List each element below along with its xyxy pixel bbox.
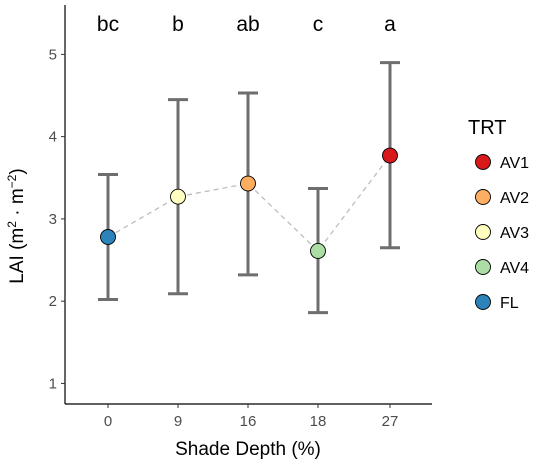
data-point-AV3 [170, 188, 186, 205]
legend-label: AV1 [500, 155, 529, 172]
legend-item-av4: AV4 [475, 259, 529, 277]
y-tick-label: 5 [49, 46, 57, 63]
significance-letter: a [384, 13, 396, 36]
x-tick-label: 18 [310, 413, 327, 430]
legend-label: AV2 [500, 190, 529, 207]
legend-label: AV4 [500, 260, 529, 277]
connector-line [107, 155, 391, 252]
y-axis-title-exp1: 2 [5, 221, 19, 228]
x-tick-label: 27 [382, 413, 399, 430]
legend-swatch [475, 294, 491, 310]
x-tick-label: 9 [174, 413, 182, 430]
significance-letter: bc [97, 13, 119, 36]
legend-swatch [475, 259, 491, 275]
legend: TRT AV1 AV2 AV3 AV4 FL [468, 117, 529, 312]
legend-swatch [475, 224, 491, 240]
data-point-AV1 [382, 147, 398, 164]
significance-letter: b [172, 13, 184, 36]
legend-label: FL [500, 295, 519, 312]
x-axis-title: Shade Depth (%) [175, 439, 321, 460]
y-tick-label: 4 [49, 129, 57, 146]
data-point-AV2 [240, 175, 256, 192]
significance-letter: ab [236, 13, 259, 36]
y-axis-title-prefix: LAI (m [7, 228, 28, 284]
y-tick-label: 3 [49, 211, 57, 228]
data-point-AV4 [310, 243, 326, 259]
data-point-FL [100, 229, 116, 245]
legend-item-av3: AV3 [475, 224, 529, 242]
legend-swatch [475, 189, 491, 205]
y-axis-title: LAI (m2 · m−2) [5, 168, 28, 283]
y-axis-title-suffix: ) [7, 168, 28, 174]
y-tick-label: 2 [49, 293, 57, 310]
legend-item-fl: FL [475, 294, 519, 312]
legend-item-av1: AV1 [475, 154, 529, 172]
x-tick-label: 16 [240, 413, 257, 430]
x-tick-label: 0 [104, 413, 112, 430]
y-axis-title-exp2: −2 [5, 174, 19, 188]
significance-letter: c [313, 13, 324, 36]
y-tick-label: 1 [49, 375, 57, 392]
svg-text:LAI (m2 · m−2): LAI (m2 · m−2) [5, 168, 28, 283]
legend-item-av2: AV2 [475, 189, 529, 207]
legend-title: TRT [468, 117, 507, 139]
legend-label: AV3 [500, 225, 529, 242]
legend-swatch [475, 154, 491, 170]
y-axis-title-middle: · m [7, 188, 28, 221]
plot-area: 1 2 3 4 5 0 9 16 18 27 bc b ab c a [49, 5, 432, 430]
